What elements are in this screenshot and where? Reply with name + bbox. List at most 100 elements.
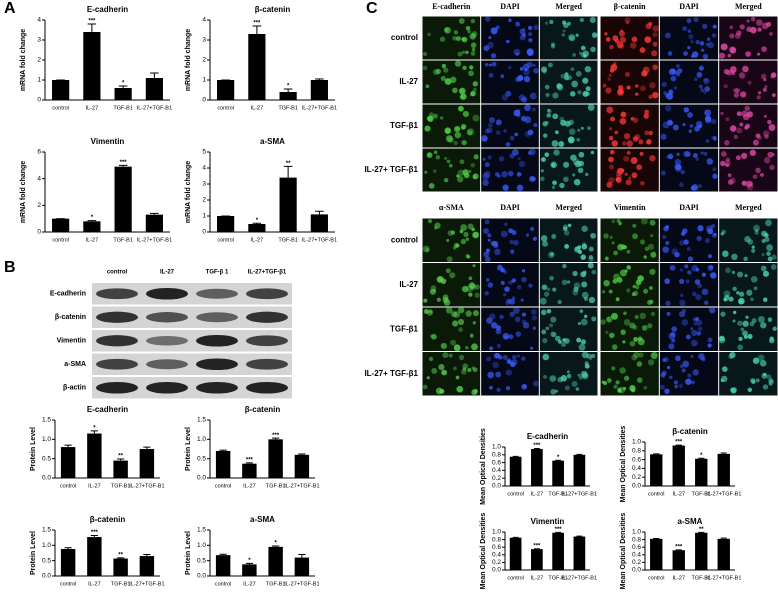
cell — [549, 275, 554, 281]
cell — [509, 135, 515, 141]
cell — [427, 32, 431, 37]
cell — [459, 95, 464, 99]
cell — [436, 297, 441, 302]
x-tick-label: TGF-B1 — [691, 491, 711, 497]
cell — [729, 66, 737, 73]
cell — [712, 173, 718, 179]
cell — [423, 308, 429, 314]
cell — [634, 134, 641, 141]
cell — [433, 169, 437, 173]
cell — [524, 104, 531, 112]
cell — [711, 136, 715, 140]
cell — [626, 140, 634, 147]
cell — [720, 151, 727, 157]
cell — [562, 29, 566, 33]
y-tick-label: 2 — [202, 57, 206, 64]
cell — [446, 256, 453, 263]
bar — [139, 556, 155, 576]
cell — [455, 375, 460, 380]
cell — [705, 139, 710, 143]
cell — [764, 233, 769, 238]
cell — [771, 254, 777, 260]
cell — [664, 32, 671, 39]
cell — [737, 271, 744, 278]
x-tick-label: TGF-B1 — [691, 575, 711, 581]
cell — [693, 77, 698, 82]
cell — [683, 239, 689, 245]
cell — [492, 361, 499, 369]
cell — [583, 54, 587, 58]
cell — [747, 80, 752, 85]
cell — [606, 316, 613, 323]
cell — [575, 70, 582, 77]
cell — [546, 113, 551, 118]
cell — [687, 45, 691, 50]
cell — [725, 157, 731, 162]
cell — [457, 105, 464, 112]
y-tick-label: 6 — [37, 149, 41, 156]
cell — [467, 29, 471, 34]
cell — [618, 221, 622, 226]
bar — [552, 532, 564, 570]
cell — [579, 309, 584, 313]
cell — [770, 75, 774, 79]
cell — [686, 18, 692, 24]
error-bar — [720, 537, 727, 539]
cell — [666, 311, 671, 316]
cell — [495, 328, 502, 335]
y-tick-label: 0.0 — [632, 567, 641, 574]
cell — [685, 378, 692, 385]
bar — [279, 92, 297, 100]
cell — [427, 219, 433, 224]
x-tick-label: control — [52, 105, 69, 111]
cell — [623, 133, 631, 140]
cell — [580, 254, 586, 260]
cell — [422, 51, 428, 57]
error-bar — [87, 23, 97, 32]
x-tick-label: IL-27 — [251, 105, 264, 111]
x-tick-label: IL-27+TGF-B1 — [302, 237, 337, 243]
cell — [577, 321, 581, 326]
cell — [757, 27, 762, 32]
cell — [587, 262, 594, 269]
bar — [217, 80, 235, 100]
cell — [622, 245, 627, 250]
cell — [635, 84, 639, 88]
bar — [215, 450, 231, 478]
cell — [720, 311, 726, 317]
cell — [744, 105, 750, 112]
cell — [749, 149, 757, 156]
cell — [470, 18, 476, 24]
x-tick-label: IL-27+TGF-B1 — [137, 105, 172, 111]
cell — [542, 240, 549, 247]
cell — [519, 28, 526, 35]
y-axis-label: Protein Level — [185, 427, 192, 471]
x-tick-label: IL-27 — [88, 581, 101, 587]
cell — [425, 84, 430, 89]
chart-title: Vimentin — [91, 137, 125, 146]
cell — [705, 225, 713, 233]
cell — [761, 239, 766, 243]
cell — [615, 380, 620, 385]
cell — [516, 184, 524, 192]
cell — [678, 311, 686, 318]
cell — [563, 161, 570, 168]
cell — [503, 129, 507, 133]
cell — [472, 81, 478, 87]
cell — [546, 308, 552, 314]
cell — [767, 256, 773, 262]
cell — [482, 172, 490, 180]
cell — [461, 140, 467, 146]
blot-strip — [92, 330, 292, 352]
cell — [761, 253, 765, 257]
cell — [662, 246, 670, 253]
cell — [618, 30, 626, 37]
chart-title: a-SMA — [260, 137, 285, 146]
blot-band — [196, 312, 238, 323]
cell — [738, 297, 745, 305]
cell — [541, 284, 548, 291]
cell — [619, 36, 627, 43]
cell — [691, 291, 697, 297]
y-tick-label: 5 — [202, 149, 206, 156]
cell — [462, 65, 467, 71]
